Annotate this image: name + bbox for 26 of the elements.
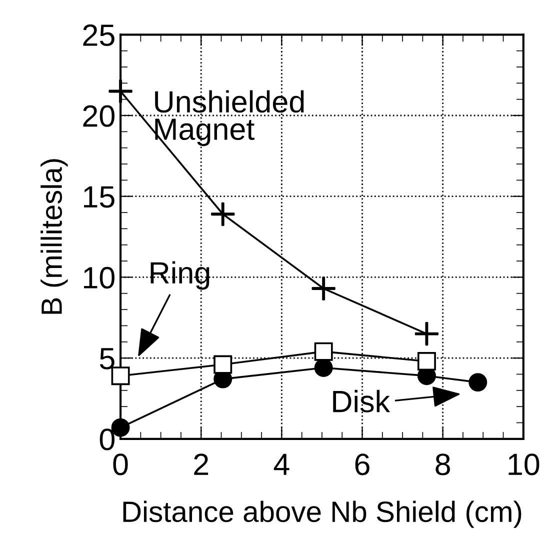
x-tick-label: 8: [436, 454, 450, 476]
point: [314, 342, 333, 361]
annotation: Disk: [333, 390, 390, 412]
point: [314, 358, 333, 377]
point: [211, 202, 235, 226]
annotation: Ring: [150, 261, 210, 290]
point: [312, 276, 336, 300]
y-tick-label: 15: [84, 186, 114, 208]
x-tick-label: 10: [508, 454, 540, 476]
point: [214, 355, 232, 374]
point: [468, 373, 488, 392]
point: [108, 79, 132, 104]
x-tick-label: 4: [274, 454, 290, 475]
x-axis-title: Distance above Nb Shield (cm): [123, 500, 522, 528]
y-axis-title: B (millitesla): [40, 159, 68, 314]
y-tick-label: 0: [100, 428, 114, 450]
x-tick-label: 2: [194, 454, 208, 475]
x-tick-label: 6: [355, 454, 370, 476]
point: [414, 322, 439, 346]
y-tick-label: 5: [100, 348, 114, 370]
y-tick-label: 20: [83, 105, 114, 127]
y-tick-label: 25: [83, 24, 114, 46]
x-tick-label: 0: [113, 454, 128, 476]
point: [417, 352, 436, 371]
y-tick-label: 10: [84, 266, 114, 289]
annotation: Unshielded Magnet: [155, 90, 304, 146]
